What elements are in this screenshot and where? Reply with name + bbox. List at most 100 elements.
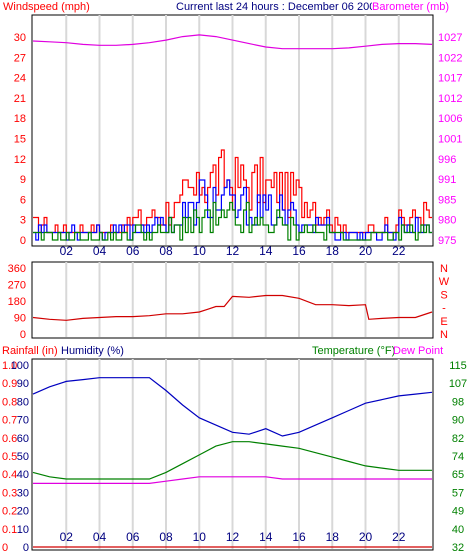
rain-axis-tick-label: 0.6: [2, 433, 17, 445]
x-axis-tick-label: 14: [259, 530, 273, 544]
compass-label: S: [440, 289, 447, 301]
compass-label: W: [439, 276, 450, 288]
x-axis-tick-label: 04: [93, 244, 107, 258]
rain-axis-tick-label: 0.3: [2, 487, 17, 499]
x-axis-tick-label: 16: [292, 530, 306, 544]
x-axis-tick-label: 22: [392, 244, 406, 258]
rain-axis-tick-label: 0.9: [2, 378, 17, 390]
rain-axis-tick-label: 0.7: [2, 415, 17, 427]
barometer-axis-tick-label: 980: [438, 215, 456, 227]
rain-axis-tick-label: 0.4: [2, 469, 17, 481]
x-axis-tick-label: 18: [326, 244, 340, 258]
direction-axis-tick-label: 270: [8, 280, 26, 292]
temperature-axis-tick-label: 32: [452, 542, 464, 554]
wind-axis-tick-label: 15: [14, 134, 26, 146]
wind-axis-tick-label: 30: [14, 32, 26, 44]
x-axis-tick-label: 08: [159, 244, 173, 258]
humidity-label: Humidity (%): [61, 345, 124, 357]
x-axis-tick-label: 14: [259, 244, 273, 258]
wind-axis-tick-label: 27: [14, 52, 26, 64]
temperature-axis-tick-label: 90: [452, 415, 464, 427]
barometer-series: [32, 34, 433, 50]
barometer-axis-tick-label: 985: [438, 194, 456, 206]
humidity-axis-tick-label: 50: [17, 451, 29, 463]
humidity-axis-tick-label: 70: [17, 415, 29, 427]
barometer-axis-tick-label: 996: [438, 154, 456, 166]
barometer-axis-tick-label: 1027: [438, 32, 462, 44]
x-axis-tick-label: 22: [392, 530, 406, 544]
x-axis-tick-label: 02: [60, 244, 74, 258]
humidity-axis-tick-label: 90: [17, 378, 29, 390]
direction-axis-tick-label: 180: [8, 296, 26, 308]
barometer-axis-tick-label: 975: [438, 235, 456, 247]
temperature-label: Temperature (°F): [312, 345, 395, 357]
temperature-axis-tick-label: 115: [449, 360, 467, 372]
temperature-axis-tick-label: 40: [452, 524, 464, 536]
wind-average-series: [33, 201, 432, 241]
wind-axis-tick-label: 18: [14, 113, 26, 125]
direction-axis-tick-label: 0: [20, 329, 26, 341]
wind-axis-tick-label: 21: [14, 93, 26, 105]
rain-axis-tick-label: 1.0: [2, 360, 17, 372]
barometer-axis-tick-label: 1001: [438, 134, 462, 146]
barometer-axis-tick-label: 1022: [438, 52, 462, 64]
windspeed-label: Windspeed (mph): [3, 1, 90, 13]
humidity-axis-tick-label: 100: [11, 360, 29, 372]
humidity-axis-tick-label: 80: [17, 396, 29, 408]
wind-axis-tick-label: 6: [20, 194, 26, 206]
barometer-axis-tick-label: 1006: [438, 113, 462, 125]
x-axis-tick-label: 06: [126, 530, 140, 544]
x-axis-tick-label: 20: [359, 530, 373, 544]
temperature-axis-tick-label: 74: [452, 451, 464, 463]
humidity-series: [32, 377, 433, 437]
barometer-label: Barometer (mb): [372, 1, 449, 13]
x-axis-tick-label: 12: [226, 244, 240, 258]
humidity-axis-tick-label: 60: [17, 433, 29, 445]
barometer-axis-tick-label: 1017: [438, 73, 462, 85]
x-axis-tick-label: 16: [292, 244, 306, 258]
wind-axis-tick-label: 24: [14, 73, 26, 85]
humidity-axis-tick-label: 0: [23, 542, 29, 554]
rain-axis-tick-label: 0.8: [2, 396, 17, 408]
x-axis-tick-label: 18: [326, 530, 340, 544]
rain-axis-tick-label: 0.5: [2, 451, 17, 463]
temperature-axis-tick-label: 49: [452, 506, 464, 518]
rainfall-label: Rainfall (in): [2, 345, 58, 357]
humidity-axis-tick-label: 40: [17, 469, 29, 481]
x-axis-tick-label: 06: [126, 244, 140, 258]
temperature-series: [32, 441, 432, 480]
humidity-axis-tick-label: 10: [17, 524, 29, 536]
x-axis-tick-label: 10: [193, 530, 207, 544]
x-axis-tick-label: 12: [226, 530, 240, 544]
rain-axis-tick-label: 0.1: [2, 524, 17, 536]
x-axis-tick-label: 20: [359, 244, 373, 258]
compass-label: E: [440, 316, 447, 328]
rain-axis-tick-label: 0.2: [2, 506, 17, 518]
temperature-axis-tick-label: 65: [452, 469, 464, 481]
humidity-axis-tick-label: 20: [17, 506, 29, 518]
wind-axis-tick-label: 9: [20, 174, 26, 186]
temperature-axis-tick-label: 82: [452, 433, 464, 445]
humidity-axis-tick-label: 30: [17, 487, 29, 499]
chart-title: Current last 24 hours : December 06 2004: [176, 1, 381, 13]
barometer-axis-tick-label: 991: [438, 174, 456, 186]
compass-label: N: [440, 263, 448, 275]
wind-axis-tick-label: 12: [14, 154, 26, 166]
dew-point-label: Dew Point: [393, 345, 443, 357]
direction-axis-tick-label: 360: [8, 263, 26, 275]
rain-axis-tick-label: 0: [2, 542, 8, 554]
wind-axis-tick-label: 3: [20, 215, 26, 227]
x-axis-tick-label: 02: [60, 530, 74, 544]
temperature-axis-tick-label: 107: [449, 378, 467, 390]
compass-label: N: [440, 329, 448, 341]
dew-point-series: [33, 476, 432, 484]
barometer-axis-tick-label: 1012: [438, 93, 462, 105]
direction-axis-tick-label: 90: [14, 313, 26, 325]
x-axis-tick-label: 10: [193, 244, 207, 258]
compass-label: -: [442, 303, 446, 315]
wind-direction-series: [32, 294, 433, 321]
x-axis-tick-label: 08: [159, 530, 173, 544]
temperature-axis-tick-label: 98: [452, 396, 464, 408]
